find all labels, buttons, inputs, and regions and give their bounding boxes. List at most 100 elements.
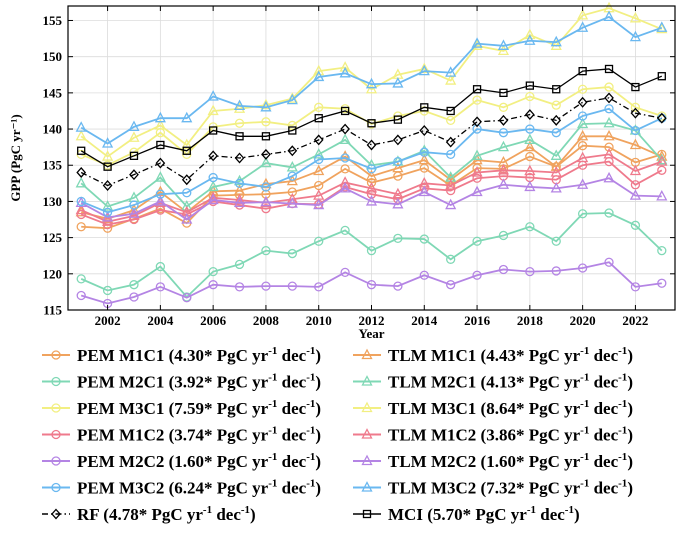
- legend-marker: [361, 401, 373, 413]
- data-point: [365, 77, 378, 89]
- series-tlm-m1c2: [75, 147, 668, 226]
- data-point: [207, 180, 219, 192]
- data-point: [261, 132, 271, 141]
- legend-item: TLM M1C1 (4.43* PgC yr-1 dec-1): [353, 345, 633, 365]
- legend-text-part: TLM M1C1 (4.43* PgC yr: [388, 346, 581, 365]
- legend-item: PEM M2C1 (3.92* PgC yr-1 dec-1): [42, 372, 321, 392]
- legend-text-part: PEM M1C1 (4.30* PgC yr: [77, 346, 269, 365]
- legend-superscript: -1: [268, 478, 277, 490]
- data-point: [419, 125, 430, 136]
- data-point: [420, 103, 429, 112]
- data-point: [657, 245, 667, 256]
- data-point: [234, 118, 245, 128]
- series-line: [80, 15, 663, 145]
- data-point: [604, 104, 614, 114]
- legend-marker: [51, 508, 61, 520]
- data-point: [550, 149, 562, 160]
- series-mci: [77, 64, 666, 171]
- data-point: [313, 134, 324, 146]
- legend-marker: [361, 428, 373, 439]
- data-point: [525, 91, 535, 102]
- data-point: [233, 196, 246, 208]
- series-pem-m3c2: [76, 104, 667, 217]
- legend-superscript: -1: [527, 504, 536, 516]
- x-tick-label: 2014: [411, 313, 438, 328]
- data-point: [472, 116, 482, 128]
- data-point: [181, 111, 193, 123]
- data-point: [577, 84, 588, 94]
- data-point: [550, 166, 562, 177]
- legend-text-part: TLM M2C1 (4.13* PgC yr: [388, 373, 581, 392]
- data-point: [445, 179, 457, 190]
- data-point: [497, 39, 510, 50]
- legend-text-part: TLM M2C2 (1.60* PgC yr: [388, 452, 581, 471]
- data-point: [102, 200, 114, 211]
- data-point: [261, 204, 271, 214]
- legend-text-part: dec: [589, 452, 618, 471]
- legend-text-part: RF (4.78* PgC yr: [77, 505, 203, 524]
- legend-text-part: ): [627, 373, 633, 392]
- data-point: [392, 197, 404, 209]
- data-point: [603, 171, 615, 183]
- legend-superscript: -1: [618, 451, 627, 463]
- y-tick-label: 135: [43, 158, 63, 173]
- data-point: [471, 185, 483, 197]
- data-point: [497, 163, 510, 175]
- legend-superscript: -1: [618, 372, 627, 384]
- data-point: [577, 117, 589, 129]
- legend-superscript: -1: [580, 451, 589, 463]
- legend-item: PEM M1C1 (4.30* PgC yr-1 dec-1): [42, 345, 321, 365]
- data-point: [287, 171, 297, 181]
- data-point: [233, 102, 246, 113]
- data-point: [129, 169, 139, 181]
- series-lines: [75, 1, 668, 309]
- data-point: [603, 129, 615, 141]
- legend-superscript: -1: [306, 372, 315, 384]
- data-point: [155, 189, 166, 199]
- data-point: [75, 203, 87, 215]
- legend-text-part: ): [315, 452, 321, 471]
- data-point: [260, 100, 272, 112]
- data-point: [233, 99, 246, 111]
- legend-item: RF (4.78* PgC yr-1 dec-1): [42, 504, 256, 524]
- x-tick-label: 2022: [622, 313, 648, 328]
- legend-text-part: ): [315, 426, 321, 445]
- legend-text-part: PEM M2C2 (1.60* PgC yr: [77, 452, 269, 471]
- series-line: [80, 7, 663, 158]
- legend-marker: [51, 403, 61, 413]
- data-point: [419, 147, 429, 157]
- data-point: [656, 112, 667, 124]
- data-point: [154, 119, 166, 130]
- data-point: [76, 166, 87, 178]
- data-point: [128, 207, 140, 218]
- data-point: [339, 61, 351, 72]
- data-point: [340, 267, 350, 278]
- series-line: [80, 177, 662, 221]
- data-point: [630, 125, 641, 136]
- legend-item: TLM M1C2 (3.86* PgC yr-1 dec-1): [353, 425, 633, 445]
- data-point: [181, 213, 193, 224]
- data-point: [657, 72, 666, 81]
- data-point: [234, 152, 245, 164]
- data-point: [498, 114, 509, 126]
- data-point: [577, 151, 589, 163]
- data-point: [287, 145, 298, 157]
- data-point: [445, 198, 457, 210]
- data-point: [314, 154, 324, 165]
- x-tick-label: 2010: [306, 313, 332, 328]
- series-line: [80, 135, 663, 220]
- legend-item: PEM M2C2 (1.60* PgC yr-1 dec-1): [42, 451, 321, 471]
- series-line: [80, 261, 662, 305]
- legend-text-part: dec: [589, 426, 618, 445]
- data-point: [365, 169, 378, 181]
- legend-superscript: -1: [565, 504, 574, 516]
- data-point: [472, 270, 482, 280]
- axis-ticks: 2002 2004 2006 2008 2010 2012 2014 2016 2018 2020…: [43, 6, 675, 328]
- legend-label: TLM M3C1 (8.64* PgC yr-1 dec-1): [388, 398, 633, 418]
- series-tlm-m2c2: [75, 171, 668, 224]
- legend-superscript: -1: [580, 478, 589, 490]
- legend-label: PEM M1C2 (3.74* PgC yr-1 dec-1): [77, 425, 321, 445]
- x-tick-label: 2002: [95, 313, 121, 328]
- data-point: [392, 187, 404, 199]
- data-point: [471, 166, 483, 177]
